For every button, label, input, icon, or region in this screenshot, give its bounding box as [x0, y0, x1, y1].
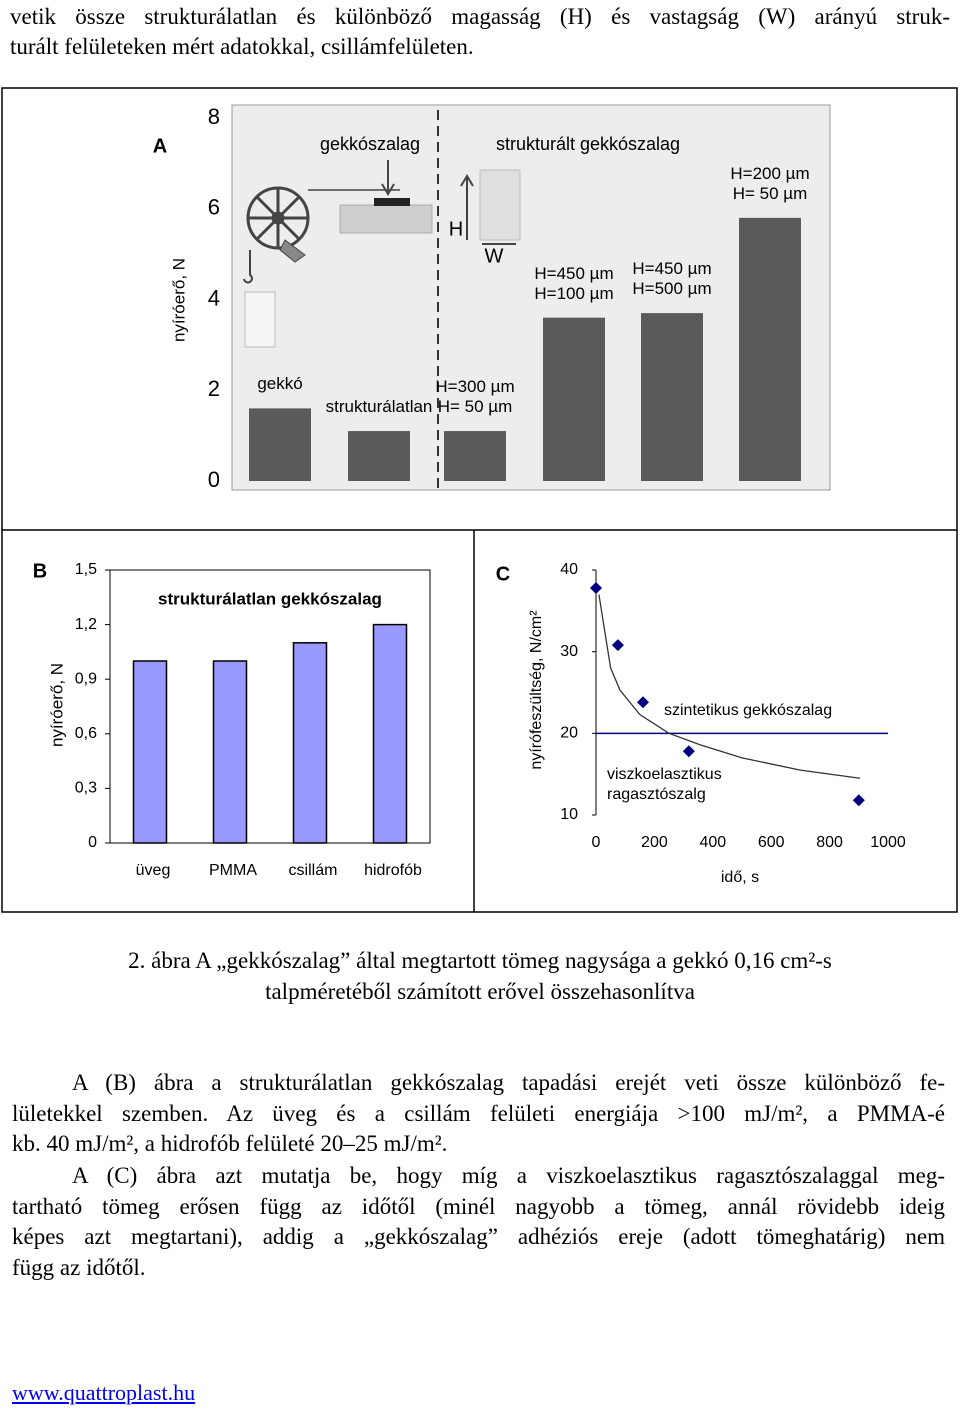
bar — [543, 317, 605, 481]
category-label: H=300 µm H= 50 µm — [435, 377, 515, 417]
illustration — [243, 160, 521, 348]
y-tick-label: 0,6 — [75, 725, 97, 742]
clamp — [279, 239, 306, 263]
panel-label: A — [153, 135, 167, 157]
y-tick-label: 1,5 — [75, 561, 97, 578]
arrow — [381, 160, 395, 196]
y-tick-label: 40 — [560, 561, 578, 578]
panel-label: C — [496, 563, 510, 585]
category-label: strukturálatlan — [325, 397, 433, 417]
x-tick-label: 0 — [592, 834, 601, 851]
category-label: gekkó — [257, 374, 303, 394]
weight — [244, 291, 276, 348]
x-tick-label: 1000 — [870, 834, 906, 851]
data-point — [852, 794, 865, 807]
text-line: turált felületeken mért adatokkal, csill… — [10, 34, 474, 59]
bar — [444, 431, 506, 481]
y-tick-label: 4 — [208, 285, 220, 310]
bar — [249, 408, 311, 481]
y-axis-label: nyírófeszültség, N/cm² — [528, 610, 545, 770]
x-tick-label: 600 — [758, 834, 785, 851]
bar — [212, 660, 248, 844]
hook — [243, 250, 253, 284]
y-tick-label: 0 — [208, 467, 220, 492]
category-label: H=450 µm H=100 µm — [534, 263, 614, 303]
pillar — [479, 169, 521, 241]
substrate — [339, 204, 433, 234]
paragraph-line: A (B) ábra a strukturálatlan gekkószalag… — [72, 1070, 945, 1095]
caption-line: 2. ábra A „gekkószalag” által megtartott… — [128, 948, 832, 973]
bar — [641, 313, 703, 481]
y-tick-label: 20 — [560, 725, 578, 742]
series-label: szintetikus gekkószalag — [664, 702, 833, 719]
category-label: H=450 µm H=500 µm — [632, 259, 712, 299]
category-label: hidrofób — [364, 862, 422, 879]
series-line — [598, 594, 861, 779]
y-tick-label: 0,3 — [75, 780, 97, 797]
panel-title: gekkószalag — [320, 134, 420, 154]
bar — [372, 623, 408, 844]
panel-title: strukturált gekkószalag — [496, 134, 680, 154]
x-tick-label: 800 — [816, 834, 843, 851]
series-label: viszkoelasztikus ragasztószalg — [607, 766, 722, 803]
y-axis-label: nyíróerő, N — [47, 663, 66, 747]
wheel-spokes — [248, 188, 308, 248]
tape — [374, 198, 410, 206]
y-tick-label: 2 — [208, 376, 220, 401]
paragraph-line: függ az időtől. — [12, 1254, 146, 1280]
category-label: csillám — [289, 862, 338, 879]
bar — [348, 431, 410, 481]
bar — [292, 642, 328, 844]
y-tick-label: 1,2 — [75, 616, 97, 633]
data-point — [682, 745, 695, 758]
y-tick-label: 8 — [208, 104, 220, 129]
data-point — [590, 581, 602, 594]
h-arrow — [460, 174, 474, 240]
illustration-label: H — [449, 218, 463, 240]
data-point — [637, 696, 650, 709]
x-axis-label: idő, s — [721, 869, 759, 886]
illustration-label: W — [485, 245, 504, 267]
category-label: üveg — [136, 862, 171, 879]
y-tick-label: 0,9 — [75, 670, 97, 687]
y-tick-label: 0 — [88, 834, 97, 851]
text-line: vetik össze strukturálatlan és különböző… — [10, 4, 950, 29]
x-tick-label: 200 — [641, 834, 668, 851]
figure-frame — [1, 87, 958, 913]
panel-label: B — [33, 560, 47, 582]
category-label: H=200 µm H= 50 µm — [730, 163, 810, 203]
plot-area — [231, 104, 831, 491]
paragraph-line: képes azt megtartani), addig a „gekkósza… — [12, 1224, 945, 1249]
paragraph-line: lületekkel szemben. Az üveg és a csillám… — [12, 1100, 945, 1126]
y-axis-label: nyíróerő, N — [169, 258, 188, 342]
category-label: PMMA — [209, 862, 257, 879]
panel-title: strukturálatlan gekkószalag — [158, 589, 382, 608]
bar — [739, 217, 801, 481]
paragraph-line: tartható tömeg erősen függ az időtől (mi… — [12, 1193, 945, 1219]
data-point — [611, 639, 624, 652]
caption-line: talpméretéből számított erővel összehaso… — [265, 979, 695, 1004]
paragraph-line: A (C) ábra azt mutatja be, hogy míg a vi… — [72, 1163, 945, 1188]
footer-link[interactable]: www.quattroplast.hu — [12, 1380, 196, 1405]
y-tick-label: 30 — [560, 643, 578, 660]
y-tick-label: 6 — [208, 195, 220, 220]
y-tick-label: 10 — [560, 806, 578, 823]
plot-frame — [109, 569, 431, 844]
x-tick-label: 400 — [699, 834, 726, 851]
paragraph-line: kb. 40 mJ/m², a hidrofób felületé 20–25 … — [12, 1131, 448, 1156]
bar — [132, 660, 168, 844]
